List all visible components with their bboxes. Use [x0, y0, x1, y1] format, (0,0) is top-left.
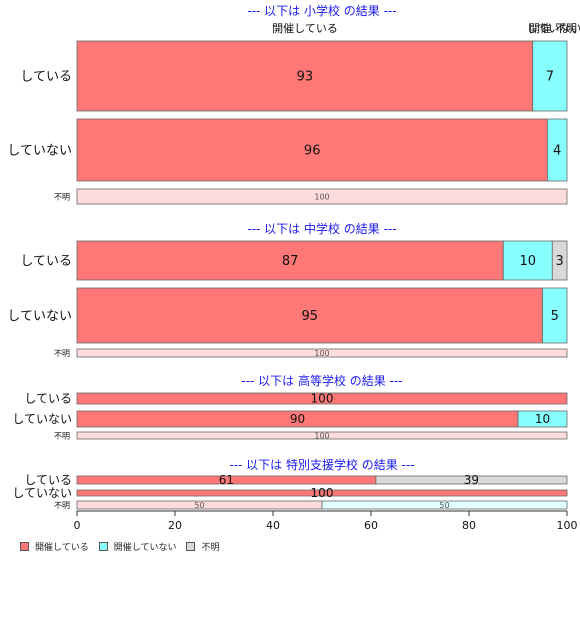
bar-segment [321, 500, 568, 510]
row-label: している [24, 473, 72, 487]
legend-label-held: 開催している [35, 543, 89, 553]
top-category-label: 開催 [529, 21, 551, 35]
panel-title: --- 以下は 高等学校 の結果 --- [241, 373, 402, 388]
row-label: していない [7, 144, 72, 159]
legend-item-held: 開催している [20, 540, 89, 553]
row-label: 不明 [54, 501, 70, 510]
data-label: 100 [314, 431, 329, 440]
bar-segment [76, 287, 543, 344]
data-label: 5 [551, 309, 559, 324]
bar-segment [542, 287, 568, 344]
data-label: 90 [290, 412, 305, 426]
x-tick-label: 40 [266, 519, 280, 532]
x-tick-label: 20 [168, 519, 182, 532]
row-label: している [20, 254, 72, 269]
bar-segment [517, 410, 568, 428]
x-tick-label: 0 [74, 519, 81, 532]
top-category-label: 開催している [272, 21, 338, 35]
legend-swatch-not-held [98, 542, 108, 551]
bar-segment [76, 348, 568, 358]
data-label: 10 [535, 412, 550, 426]
row-label: している [24, 392, 72, 406]
row-label: していない [12, 486, 72, 500]
data-label: 39 [464, 473, 479, 487]
row-label: 不明 [54, 431, 70, 440]
top-category-label: 不明 [555, 22, 577, 35]
data-label: 95 [301, 309, 318, 324]
bar-segment [76, 240, 504, 281]
data-label: 100 [314, 192, 329, 201]
panel-title: --- 以下は 中学校 の結果 --- [247, 221, 396, 236]
panel-title: --- 以下は 特別支援学校 の結果 --- [229, 457, 414, 472]
x-tick-label: 100 [557, 519, 578, 532]
panel-title: --- 以下は 小学校 の結果 --- [247, 3, 396, 18]
row-label: している [20, 70, 72, 85]
bar-segment [76, 118, 548, 182]
data-label: 3 [556, 254, 564, 269]
data-label: 50 [194, 501, 204, 510]
data-label: 100 [314, 349, 329, 358]
legend-label-not-held: 開催していない [113, 543, 177, 553]
row-label: していない [12, 412, 72, 426]
x-tick-label: 80 [462, 519, 476, 532]
bar-segment [551, 240, 568, 281]
bar-segment [76, 188, 568, 205]
x-tick-label: 60 [364, 519, 378, 532]
data-label: 87 [282, 254, 299, 269]
bar-segment [76, 489, 568, 497]
data-label: 10 [520, 254, 537, 269]
data-label: 50 [439, 501, 449, 510]
data-label: 100 [311, 486, 334, 500]
data-label: 7 [546, 70, 554, 85]
bar-segment [76, 392, 568, 405]
bar-segment [76, 40, 534, 112]
bar-segment [547, 118, 568, 182]
legend-swatch-held [20, 542, 29, 551]
bar-segment [502, 240, 553, 281]
legend-swatch-unknown [186, 542, 196, 551]
row-label: していない [7, 309, 72, 324]
data-label: 96 [304, 144, 321, 159]
legend: 開催している 開催していない 不明 [20, 540, 219, 553]
data-label: 4 [553, 144, 561, 159]
data-label: 93 [297, 70, 314, 85]
bar-segment [375, 475, 568, 485]
legend-item-unknown: 不明 [186, 540, 219, 553]
data-label: 100 [311, 392, 334, 406]
bar-segment [532, 40, 568, 112]
row-label: 不明 [54, 192, 70, 201]
legend-label-unknown: 不明 [201, 543, 220, 553]
row-label: 不明 [54, 349, 70, 358]
bar-segment [76, 431, 568, 440]
legend-item-not-held: 開催していない [98, 540, 177, 553]
top-category-label: していない [527, 22, 580, 35]
data-label: 61 [219, 473, 234, 487]
